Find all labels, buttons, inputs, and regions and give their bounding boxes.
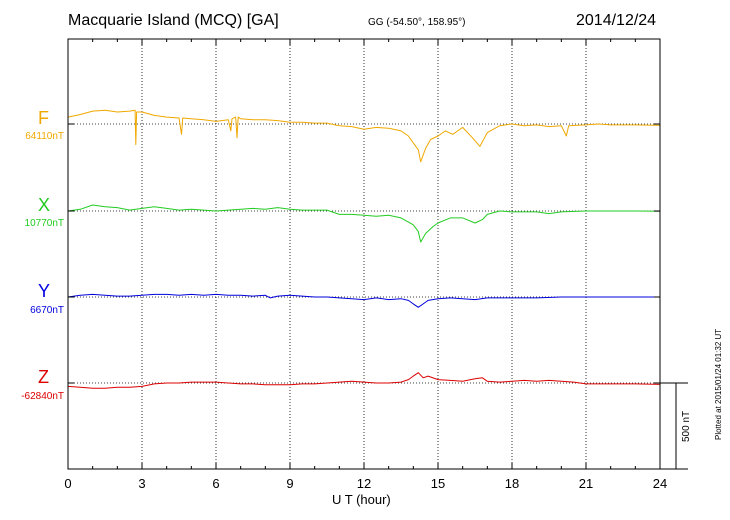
series-baseline-x: 10770nT <box>24 218 64 229</box>
series-line-z <box>67 372 661 389</box>
plotted-timestamp: Plotted at 2015/01/24 01:32 UT <box>714 328 723 440</box>
series-layer <box>67 109 661 389</box>
series-baseline-z: -62840nT <box>21 391 64 402</box>
x-tick-label-15: 15 <box>430 476 446 491</box>
scale-bar <box>660 382 688 470</box>
series-name-z: Z <box>38 367 49 387</box>
series-name-y: Y <box>38 281 51 301</box>
grid-lines <box>68 39 660 469</box>
axis-ticks <box>67 39 661 469</box>
x-tick-label-3: 3 <box>138 476 146 491</box>
series-line-y <box>67 293 660 308</box>
series-baseline-y: 6670nT <box>30 305 64 316</box>
plot-frame <box>67 38 661 470</box>
series-line-x <box>67 204 661 243</box>
series-name-x: X <box>38 195 51 215</box>
chart-date: 2014/12/24 <box>576 12 657 29</box>
x-tick-label-24: 24 <box>652 476 668 491</box>
x-tick-label-6: 6 <box>212 476 220 491</box>
x-tick-label-12: 12 <box>356 476 372 491</box>
series-line-f <box>67 109 661 163</box>
x-tick-label-0: 0 <box>64 476 72 491</box>
chart-title: Macquarie Island (MCQ) [GA] <box>68 12 279 29</box>
series-baseline-f: 64110nT <box>25 131 64 142</box>
x-tick-label-9: 9 <box>286 476 294 491</box>
station-coordinates: GG (-54.50°, 158.95°) <box>368 17 466 28</box>
series-name-f: F <box>38 108 49 128</box>
scale-bar-label: 500 nT <box>681 410 692 442</box>
x-tick-label-21: 21 <box>578 476 594 491</box>
x-axis-label: U T (hour) <box>332 492 391 507</box>
x-tick-label-18: 18 <box>504 476 520 491</box>
